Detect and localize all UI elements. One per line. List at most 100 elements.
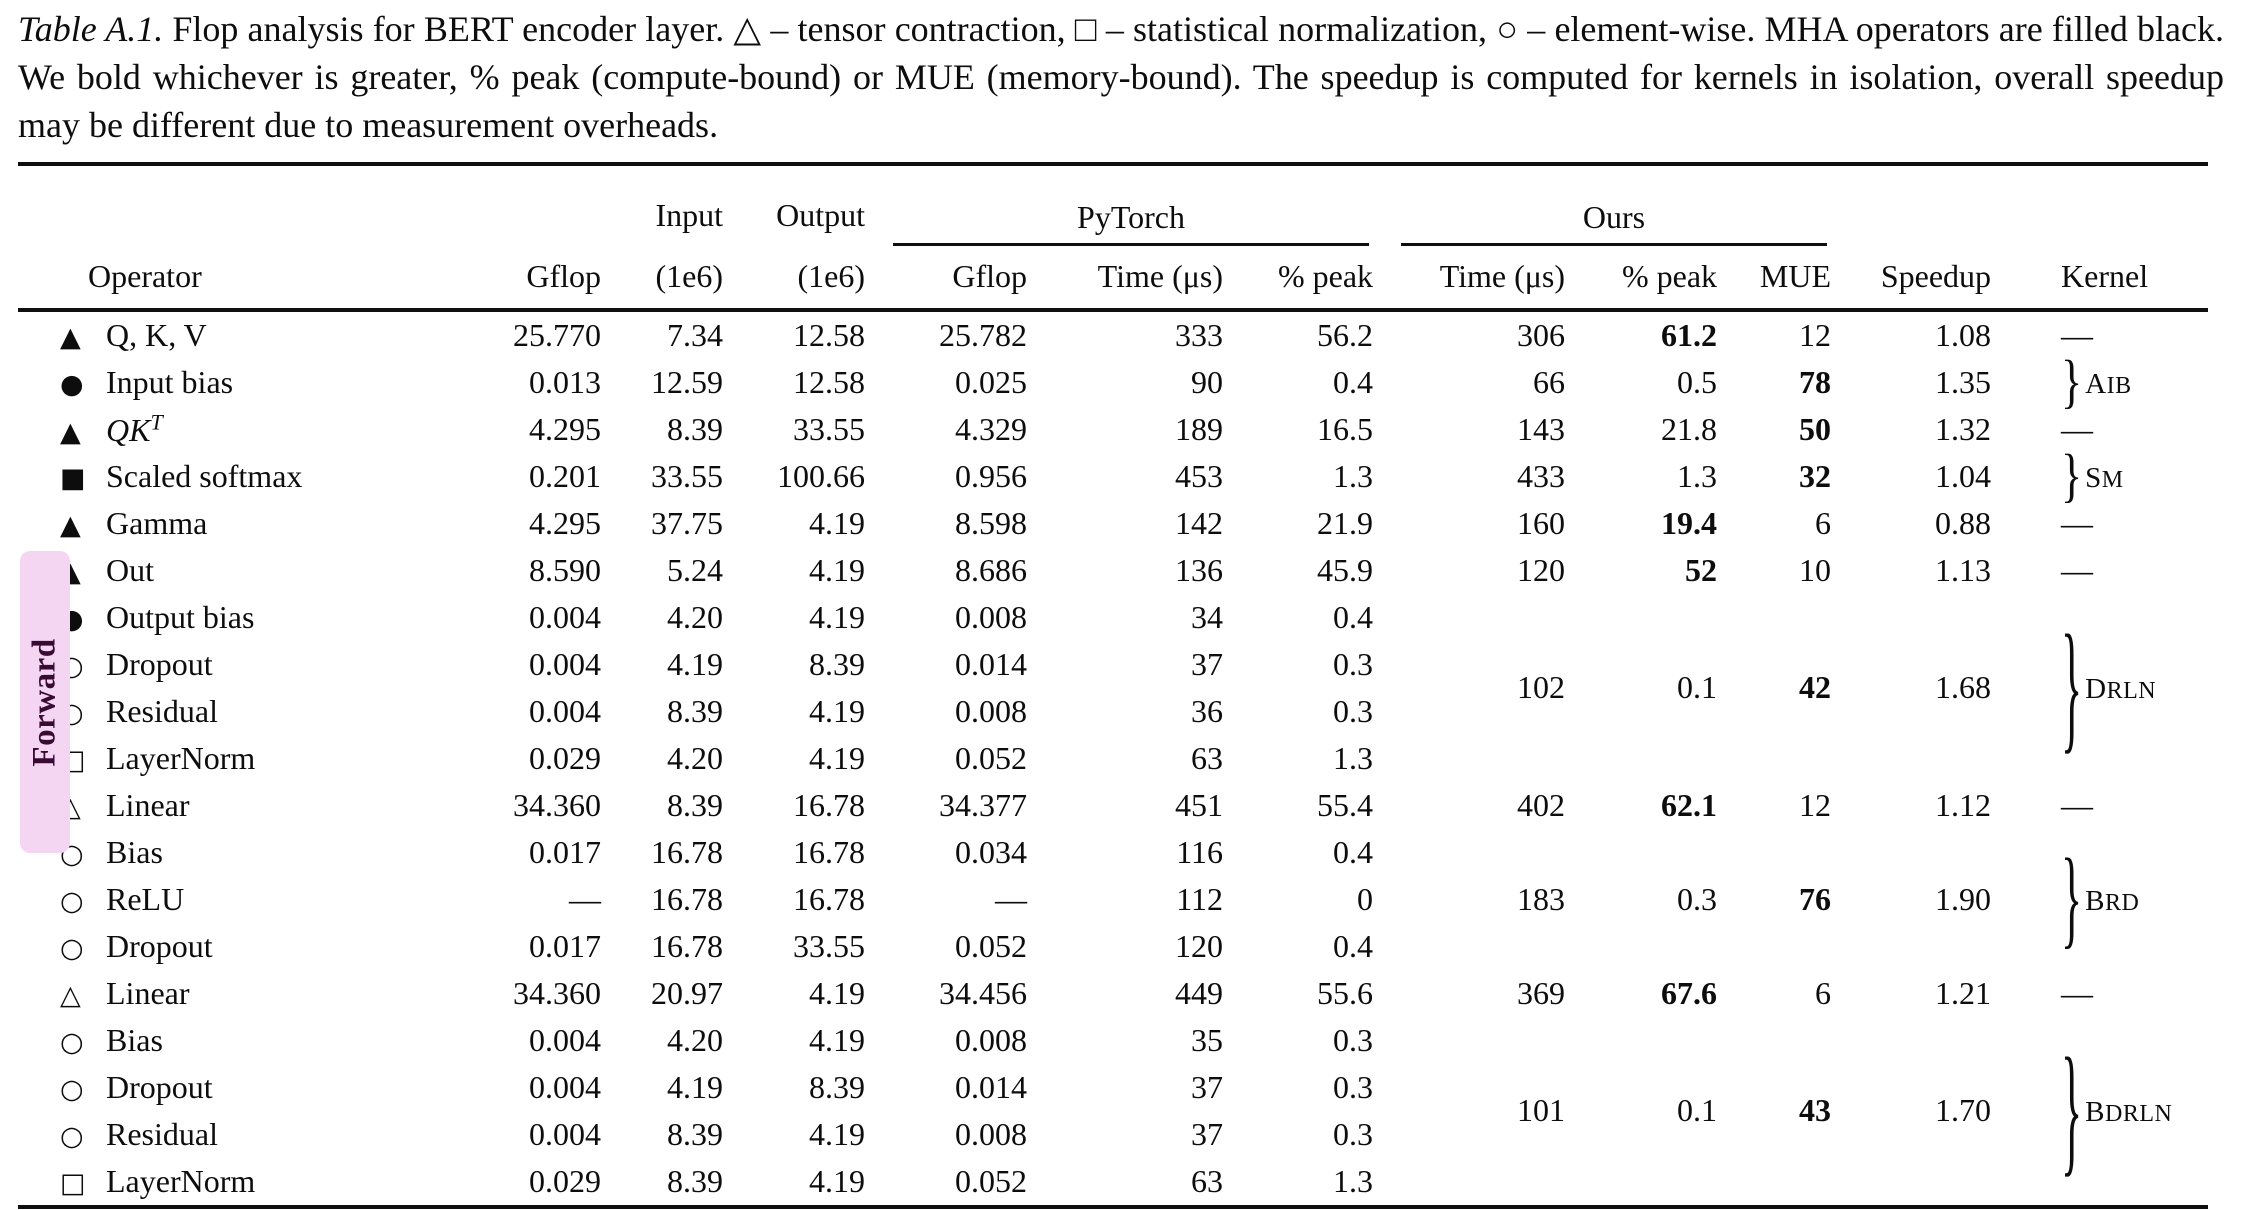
cell-ours-peak: 21.8 <box>1661 410 1718 447</box>
pytorch-group-label: PyTorch <box>1077 198 1185 235</box>
operator-name: ReLU <box>106 880 185 917</box>
operator-name: Bias <box>106 833 163 870</box>
cell-pytorch-time: 116 <box>1176 833 1223 870</box>
cell-input-size: 8.39 <box>667 1115 723 1152</box>
cell-gflop: 0.201 <box>529 457 601 494</box>
cell-input-size: 7.34 <box>667 316 723 353</box>
cell-pytorch-time: 333 <box>1175 316 1223 353</box>
operator-name: Bias <box>106 1021 163 1058</box>
cell-gflop: 34.360 <box>513 974 601 1011</box>
cell-operator: ● Output bias <box>18 594 418 641</box>
operator-name: Dropout <box>106 927 213 964</box>
cell-input-size: 8.39 <box>667 1162 723 1199</box>
operator-name: Linear <box>106 974 190 1011</box>
no-fused-kernel-dash: — <box>2061 316 2094 353</box>
cell-pytorch-peak: 56.2 <box>1317 316 1374 353</box>
cell-ours-time: 143 <box>1517 410 1566 447</box>
cell-mue: 78 <box>1799 363 1832 400</box>
cell-mue: 10 <box>1799 551 1832 588</box>
kernel-brace: } <box>2061 442 2083 509</box>
kernel-brace: } <box>2061 605 2083 767</box>
cell-pytorch-gflop: 0.008 <box>955 598 1027 635</box>
fused-kernel: } BRD <box>2061 843 2139 953</box>
cell-kernel: — <box>2003 782 2208 829</box>
cell-ours-time: 160 <box>1517 504 1566 541</box>
cell-ours-peak: 0.1 <box>1677 669 1718 706</box>
cell-gflop: 8.590 <box>529 551 601 588</box>
cell-kernel: — <box>2003 310 2208 359</box>
col-header-ours-peak: % peak <box>1621 258 1718 295</box>
square-open-icon: □ <box>60 1167 86 1199</box>
cell-ours-peak: 19.4 <box>1661 504 1718 541</box>
cell-pytorch-gflop: 0.052 <box>955 739 1027 776</box>
cell-output-size: 100.66 <box>777 457 865 494</box>
cell-speedup: 1.35 <box>1935 363 1992 400</box>
table-row: ○ Residual 0.004 8.39 4.19 0.008 37 0.3 <box>18 1111 2208 1158</box>
cell-output-size: 8.39 <box>809 645 865 682</box>
cell-pytorch-peak: 0.3 <box>1333 1068 1374 1105</box>
cell-pytorch-gflop: 34.377 <box>939 786 1027 823</box>
cell-gflop: 0.017 <box>529 833 601 870</box>
cell-pytorch-time: 136 <box>1175 551 1223 588</box>
cell-pytorch-gflop: 0.052 <box>955 927 1027 964</box>
operator-name: Residual <box>106 692 218 729</box>
kernel-brace: } <box>2061 348 2083 415</box>
col-header-pytorch-gflop: Gflop <box>952 258 1027 295</box>
cell-pytorch-peak: 55.6 <box>1317 974 1374 1011</box>
col-header-pytorch-time: Time (μs) <box>1097 258 1223 295</box>
cell-pytorch-gflop: 0.956 <box>955 457 1027 494</box>
ours-group-rule <box>1401 242 1828 246</box>
cell-operator: ○ Dropout <box>18 1064 418 1111</box>
group-header-output: Output <box>776 196 865 233</box>
table-row: ○ ReLU — 16.78 16.78 — 112 0 <box>18 876 2208 923</box>
table-row: ▲ Q, K, V 25.770 7.34 12.58 25.782 333 56.2 306 6… <box>18 310 2208 359</box>
table-row: ○ Bias 0.004 4.20 4.19 0.008 35 0.3 101 0.1 43 1.70… <box>18 1017 2208 1182</box>
table-row: ■ Scaled softmax 0.201 33.55 100.66 0.956 453 1… <box>18 446 2208 505</box>
cell-pytorch-gflop: 8.686 <box>955 551 1027 588</box>
col-header-input-size: (1e6) <box>655 258 723 295</box>
cell-pytorch-time: 449 <box>1175 974 1223 1011</box>
column-header-row: Operator Gflop (1e6) (1e6) Gflop Time (μ… <box>18 246 2208 310</box>
fused-kernel: } BDRLN <box>2061 1036 2172 1181</box>
group-header-input: Input <box>655 196 723 233</box>
cell-operator: ▲ Q, K, V <box>18 310 418 359</box>
col-header-operator: Operator <box>88 258 202 295</box>
cell-pytorch-peak: 0 <box>1357 880 1374 917</box>
table-row: □ LayerNorm 0.029 4.20 4.19 0.052 63 1.3 <box>18 735 2208 782</box>
cell-pytorch-time: 36 <box>1191 692 1223 729</box>
cell-pytorch-gflop: 4.329 <box>955 410 1027 447</box>
cell-mue: 32 <box>1799 457 1832 494</box>
cell-operator: ▲ Gamma <box>18 500 418 547</box>
cell-speedup: 1.68 <box>1935 669 1992 706</box>
cell-mue: 76 <box>1799 880 1832 917</box>
cell-pytorch-time: 451 <box>1175 786 1223 823</box>
cell-operator: ○ Dropout <box>18 641 418 688</box>
fused-kernel: } AIB <box>2061 352 2132 411</box>
cell-pytorch-peak: 1.3 <box>1333 1162 1374 1199</box>
cell-gflop: 0.013 <box>529 363 601 400</box>
cell-pytorch-peak: 1.3 <box>1333 739 1374 776</box>
cell-output-size: 4.19 <box>809 1162 865 1199</box>
cell-speedup: 1.13 <box>1935 551 1992 588</box>
cell-input-size: 37.75 <box>651 504 723 541</box>
fused-kernel: } DRLN <box>2061 613 2156 758</box>
fused-kernel: } SM <box>2061 446 2124 505</box>
cell-gflop: 25.770 <box>513 316 601 353</box>
group-header-row: Input Output PyTorch Ours <box>18 164 2208 246</box>
table-header: Input Output PyTorch Ours Operator Gflop… <box>18 164 2209 310</box>
operator-name: Linear <box>106 786 190 823</box>
cell-input-size: 33.55 <box>651 457 723 494</box>
kernel-brace: } <box>2061 836 2083 960</box>
cell-input-size: 5.24 <box>667 551 723 588</box>
cell-ours-time: 433 <box>1517 457 1566 494</box>
table-row: ● Output bias 0.004 4.20 4.19 0.008 34 0.4 102 0.… <box>18 594 2208 759</box>
cell-ours-peak: 61.2 <box>1661 316 1718 353</box>
flop-analysis-table: Input Output PyTorch Ours Operator Gflop… <box>18 161 2209 1209</box>
kernel-label: SM <box>2085 461 2124 494</box>
cell-output-size: 4.19 <box>809 551 865 588</box>
cell-ours-peak: 0.5 <box>1677 363 1718 400</box>
cell-gflop: 0.004 <box>529 692 601 729</box>
operator-name: Gamma <box>106 504 208 541</box>
header-spacer <box>1843 164 2003 246</box>
forward-section-highlight: Forward <box>20 551 70 853</box>
